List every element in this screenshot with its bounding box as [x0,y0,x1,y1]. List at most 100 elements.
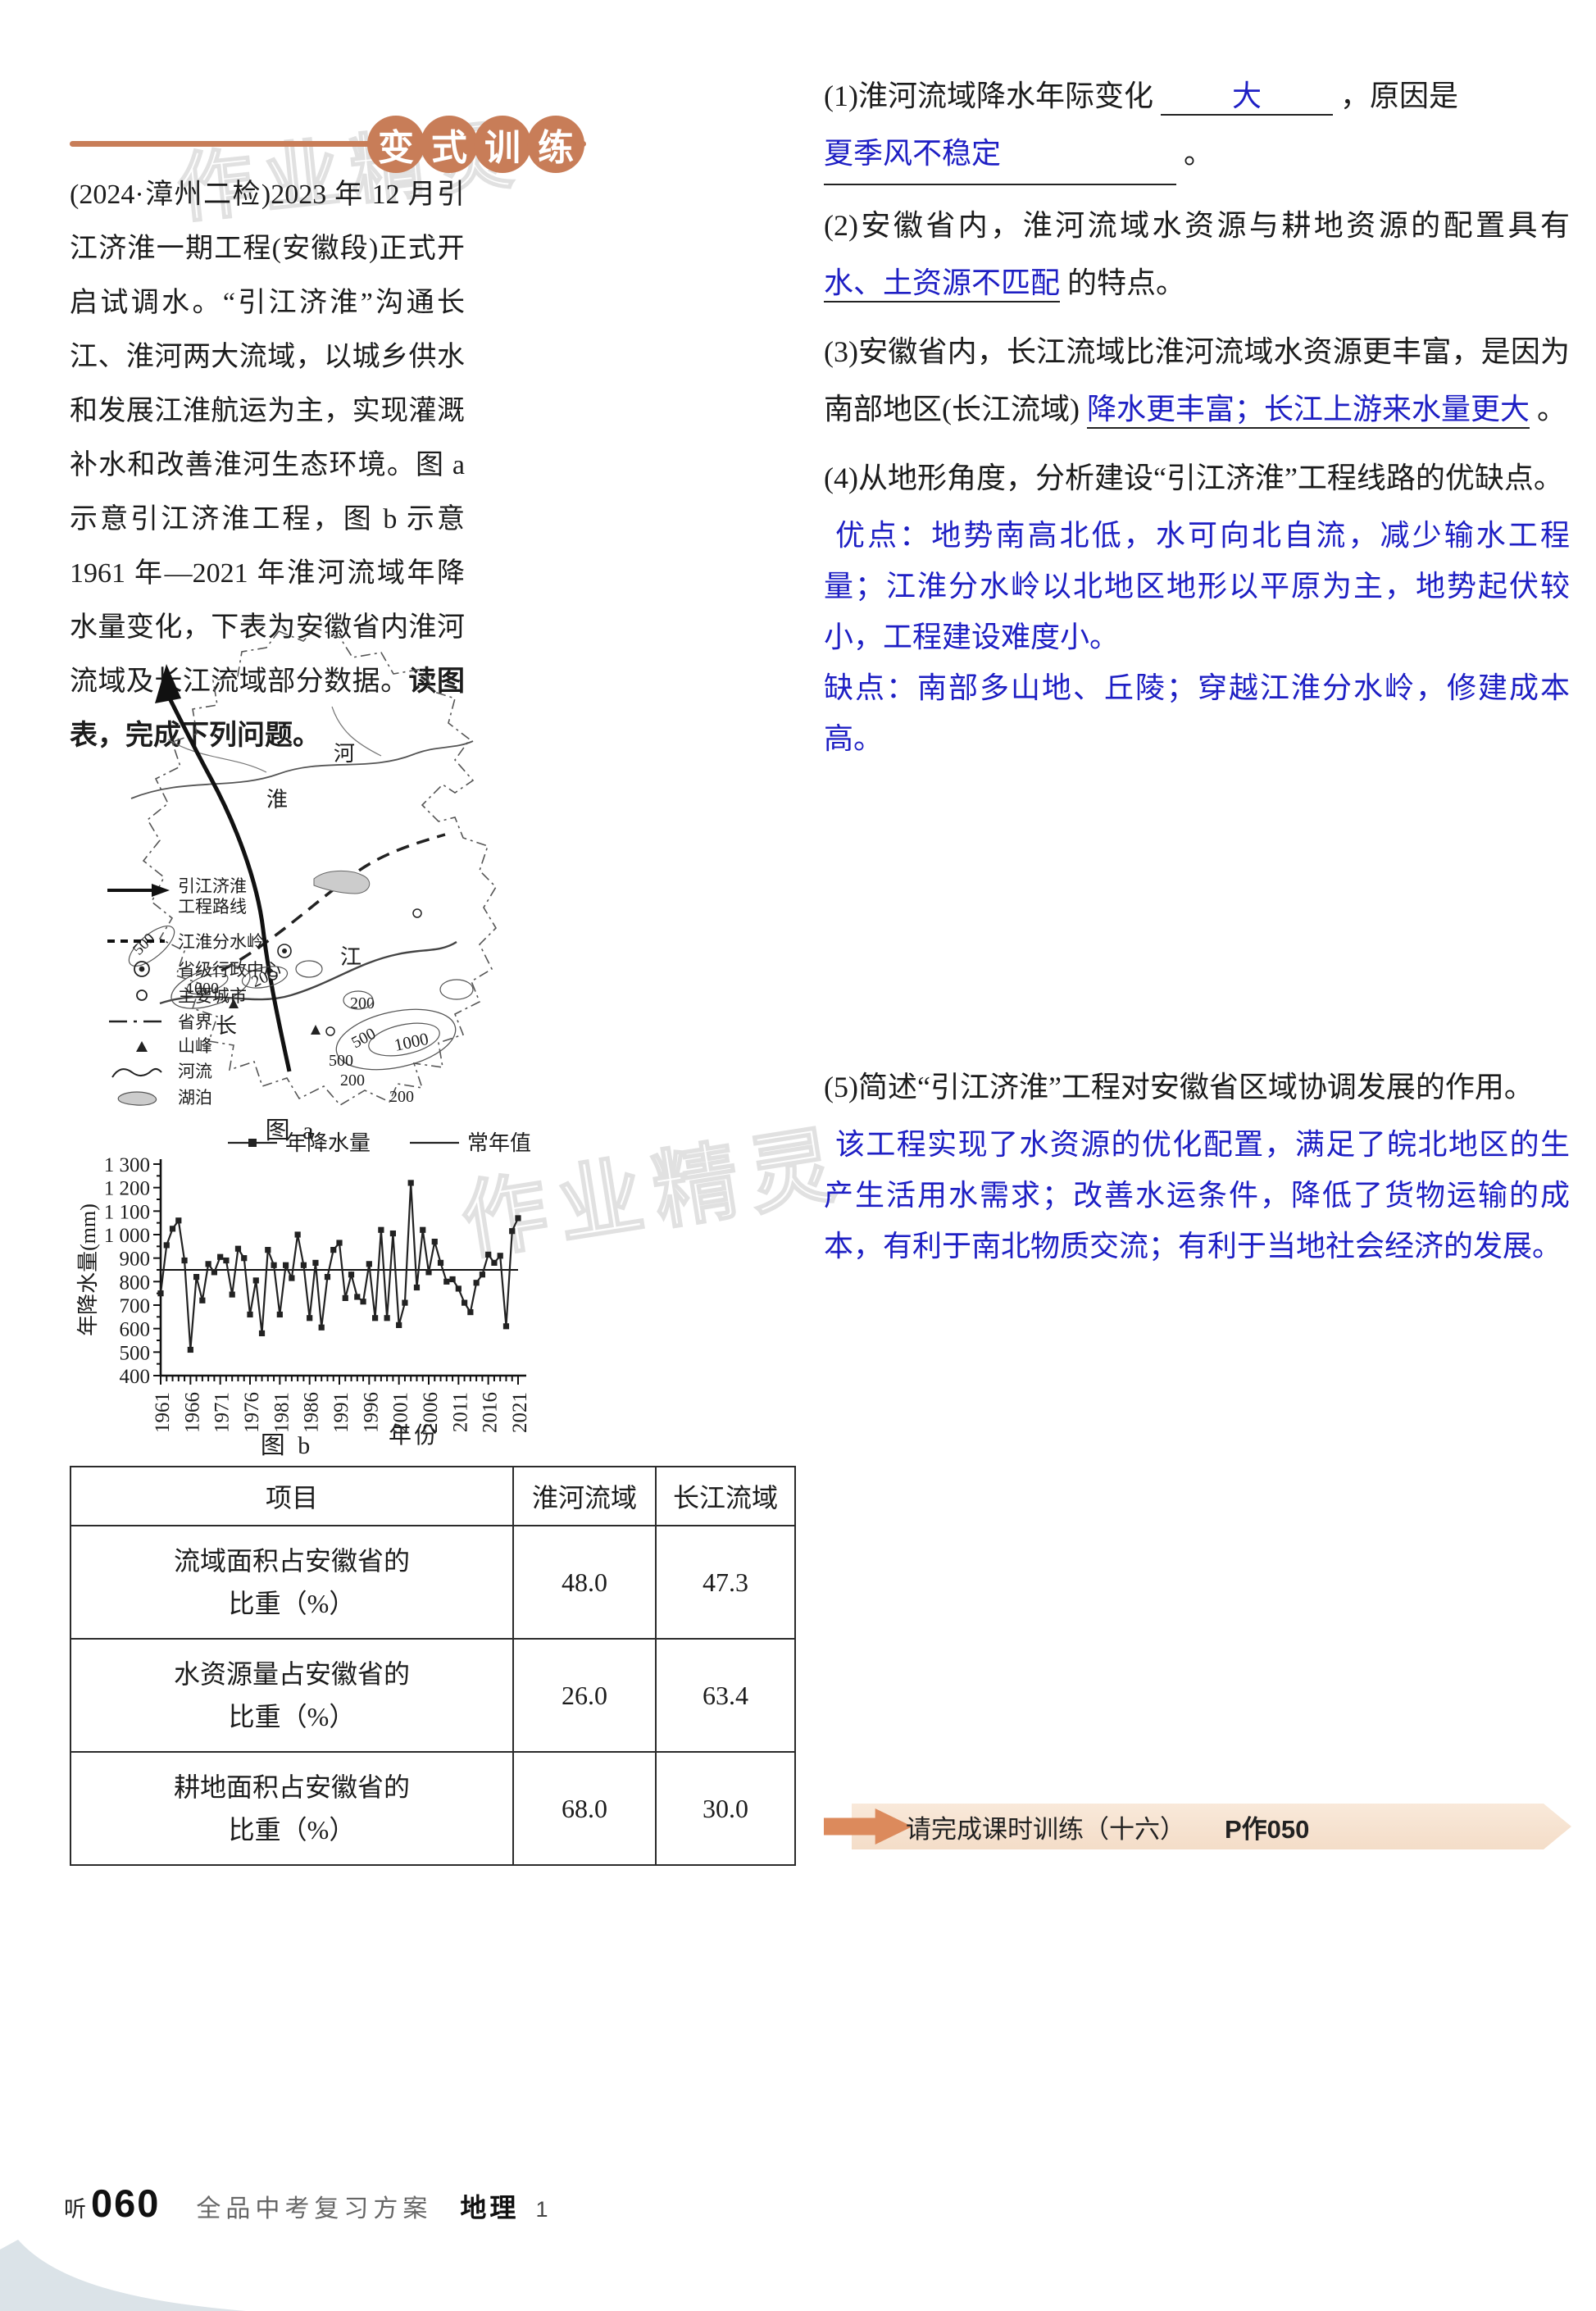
row-label2: 比重（%） [228,1589,356,1618]
cell-changjiang: 63.4 [655,1638,796,1753]
svg-text:1986: 1986 [301,1392,323,1433]
legend-label: 主要城市 [178,986,247,1006]
table-row: 流域面积占安徽省的 比重（%） 48.0 47.3 [70,1525,796,1640]
intro-text: (2024·漳州二检)2023 年 12 月引江济淮一期工程(安徽段)正式开启试… [70,180,465,697]
q2-text: (2)安徽省内，淮河流域水资源与耕地资源的配置具有 [824,209,1570,242]
footer-subject: 地理 [460,2193,520,2222]
table-header-changjiang: 长江流域 [655,1466,796,1526]
cell-changjiang: 30.0 [655,1751,796,1866]
header-rule [70,141,586,147]
legend-peak-icon [136,1041,148,1052]
intro-bold-text: 读图表，完成下列问题。 [70,666,466,751]
legend-river-icon [111,1067,162,1078]
contour [439,979,474,1000]
figure-b-caption: 图 b [260,1432,314,1459]
page-corner-decoration [0,2240,246,2311]
footer-volume: 1 [535,2197,548,2222]
contour [171,965,251,1009]
contour [128,926,175,967]
svg-text:年降水量(mm): 年降水量(mm) [76,1203,100,1336]
q5-text: (5)简述“引江济淮”工程对安徽省区域协调发展的作用。 [824,1071,1534,1103]
q4-answer-cons: 缺点：南部多山地、丘陵；穿越江淮分水岭，修建成本高。 [824,671,1570,755]
row-label: 流域面积占安徽省的 [173,1546,410,1576]
svg-text:2016: 2016 [480,1392,502,1433]
row-label2: 比重（%） [228,1702,356,1731]
intro-paragraph: (2024·漳州二检)2023 年 12 月引江济淮一期工程(安徽段)正式开启试… [70,168,465,763]
contour [343,990,374,1010]
svg-text:500: 500 [120,1342,151,1364]
svg-text:600: 600 [120,1319,151,1341]
q1-answer: 大 [1231,80,1262,112]
svg-text:1 100: 1 100 [104,1201,150,1223]
q4-answer-pros: 优点：地势南高北低，水可向北自流，减少输水工程量；江淮分水岭以北地区地形以平原为… [824,519,1570,653]
question-1: (1)淮河流域降水年际变化 大 ，原因是 夏季风不稳定 。 [824,67,1570,185]
peak-icon [311,1025,321,1035]
svg-text:1 200: 1 200 [104,1178,150,1200]
question-4: (4)从地形角度，分析建设“引江济淮”工程线路的优缺点。 优点：地势南高北低，水… [824,449,1570,764]
q1-text: (1)淮河流域降水年际变化 [824,80,1153,112]
header-badge-char: 训 [474,116,531,173]
legend-label: 河流 [178,1062,212,1081]
river-label-jiang: 江 [340,945,361,969]
contour [241,966,289,989]
q2-answer: 水、土资源不匹配 [824,266,1061,303]
svg-text:年份: 年份 [389,1422,439,1449]
question-2: (2)安徽省内，淮河流域水资源与耕地资源的配置具有 水、土资源不匹配 的特点。 [824,197,1570,312]
province-border [142,627,498,1107]
contour-label: 500 [329,1052,353,1070]
header-badge-char: 变 [367,116,425,173]
svg-text:900: 900 [120,1249,151,1271]
legend-route-arrowhead-icon [152,884,170,897]
river-label-he: 河 [334,742,355,766]
row-label: 耕地面积占安徽省的 [173,1772,410,1802]
contour-label: 200 [350,994,375,1012]
banner-band [852,1804,1571,1849]
legend-label: 省界 [178,1012,212,1032]
page-footer: 听 060 全品中考复习方案 地理 1 [64,2181,548,2226]
legend-label: 山峰 [178,1036,212,1056]
table-row: 水资源量占安徽省的 比重（%） 26.0 63.4 [70,1638,796,1753]
svg-text:400: 400 [120,1366,151,1388]
route-arrow-head [155,664,181,703]
cell-changjiang: 47.3 [655,1525,796,1640]
contour-label: 500 [348,1025,379,1053]
banner-page-ref: P作050 [1225,1815,1310,1844]
q1-blank: 大 [1160,78,1333,116]
svg-text:年降水量: 年降水量 [285,1131,371,1155]
contour-label: 500 [130,930,158,958]
svg-text:2011: 2011 [449,1392,471,1432]
q4-text: (4)从地形角度，分析建设“引江济淮”工程线路的优缺点。 [824,462,1563,494]
legend-label: 湖泊 [178,1088,212,1108]
huai-tributary [167,706,382,773]
svg-text:1961: 1961 [152,1392,174,1433]
legend-city-icon [136,989,148,1001]
header-badge-char: 式 [421,116,478,173]
svg-text:1971: 1971 [211,1392,234,1433]
questions-column: (1)淮河流域降水年际变化 大 ，原因是 夏季风不稳定 。 (2)安徽省内，淮河… [824,67,1570,1283]
q2-suffix: 的特点。 [1067,266,1186,299]
svg-text:1 000: 1 000 [104,1225,150,1247]
svg-text:1996: 1996 [360,1392,382,1433]
svg-text:1976: 1976 [241,1392,263,1433]
basin-data-table: 项目 淮河流域 长江流域 流域面积占安徽省的 比重（%） 48.0 47.3 水资… [70,1466,796,1866]
map-figure: 淮 河 长 江 500 1000 200 200 500 1000 500 20… [107,627,498,1108]
svg-text:1981: 1981 [271,1392,293,1433]
svg-text:2021: 2021 [509,1392,531,1433]
footer-series-title: 全品中考复习方案 [196,2195,433,2222]
legend-capital-dot-icon [139,966,145,972]
contour [335,1008,457,1071]
q1-mid: ，原因是 [1339,80,1458,112]
legend-lake-icon [117,1091,157,1106]
contour [368,1022,440,1057]
header-badge-char: 练 [527,116,584,173]
q3-suffix: 。 [1537,393,1567,425]
contour-label: 1000 [186,980,219,998]
footer-page-number: 060 [91,2181,161,2225]
svg-text:2001: 2001 [390,1392,412,1433]
lake-shape [313,870,371,894]
svg-text:常年值: 常年值 [467,1131,531,1155]
city-icon [325,1026,335,1036]
table-header-row: 项目 淮河流域 长江流域 [70,1466,796,1526]
river-label-chang: 长 [216,1014,237,1038]
huai-river [130,740,474,799]
